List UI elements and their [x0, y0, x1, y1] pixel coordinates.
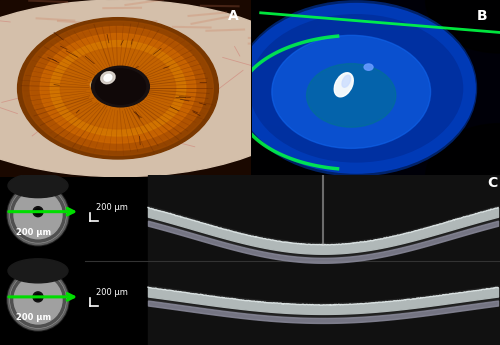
Circle shape: [7, 184, 69, 246]
Circle shape: [7, 269, 69, 331]
Circle shape: [22, 21, 214, 156]
Circle shape: [92, 66, 150, 107]
Ellipse shape: [426, 0, 500, 53]
Circle shape: [10, 272, 66, 328]
Ellipse shape: [104, 74, 112, 81]
Ellipse shape: [426, 124, 500, 230]
Ellipse shape: [178, 0, 326, 53]
Circle shape: [35, 209, 41, 215]
Circle shape: [10, 187, 66, 243]
Circle shape: [90, 79, 106, 90]
Circle shape: [40, 33, 196, 143]
Circle shape: [237, 3, 475, 173]
Ellipse shape: [101, 72, 115, 84]
Text: 200 μm: 200 μm: [96, 203, 128, 212]
Ellipse shape: [0, 0, 322, 177]
Circle shape: [18, 18, 218, 159]
Text: C: C: [487, 176, 497, 190]
Circle shape: [8, 185, 68, 245]
Bar: [148, 262, 500, 345]
Circle shape: [30, 27, 206, 150]
Text: 200 μm: 200 μm: [16, 313, 51, 322]
Text: 200 μm: 200 μm: [96, 288, 128, 297]
Circle shape: [14, 190, 62, 239]
Ellipse shape: [178, 124, 326, 230]
Text: 200 μm: 200 μm: [16, 228, 51, 237]
Ellipse shape: [334, 73, 353, 97]
Text: B: B: [477, 9, 488, 23]
Ellipse shape: [342, 75, 350, 87]
Circle shape: [35, 294, 41, 300]
Circle shape: [50, 41, 186, 136]
Bar: [148, 175, 500, 260]
Ellipse shape: [8, 259, 68, 283]
Circle shape: [33, 207, 43, 217]
Circle shape: [60, 48, 176, 129]
Circle shape: [364, 64, 373, 70]
Ellipse shape: [8, 174, 68, 198]
Circle shape: [272, 35, 430, 148]
Circle shape: [33, 292, 43, 302]
Circle shape: [306, 63, 396, 127]
Circle shape: [14, 276, 62, 324]
Circle shape: [96, 69, 146, 104]
Text: A: A: [228, 9, 238, 23]
Circle shape: [8, 270, 68, 330]
